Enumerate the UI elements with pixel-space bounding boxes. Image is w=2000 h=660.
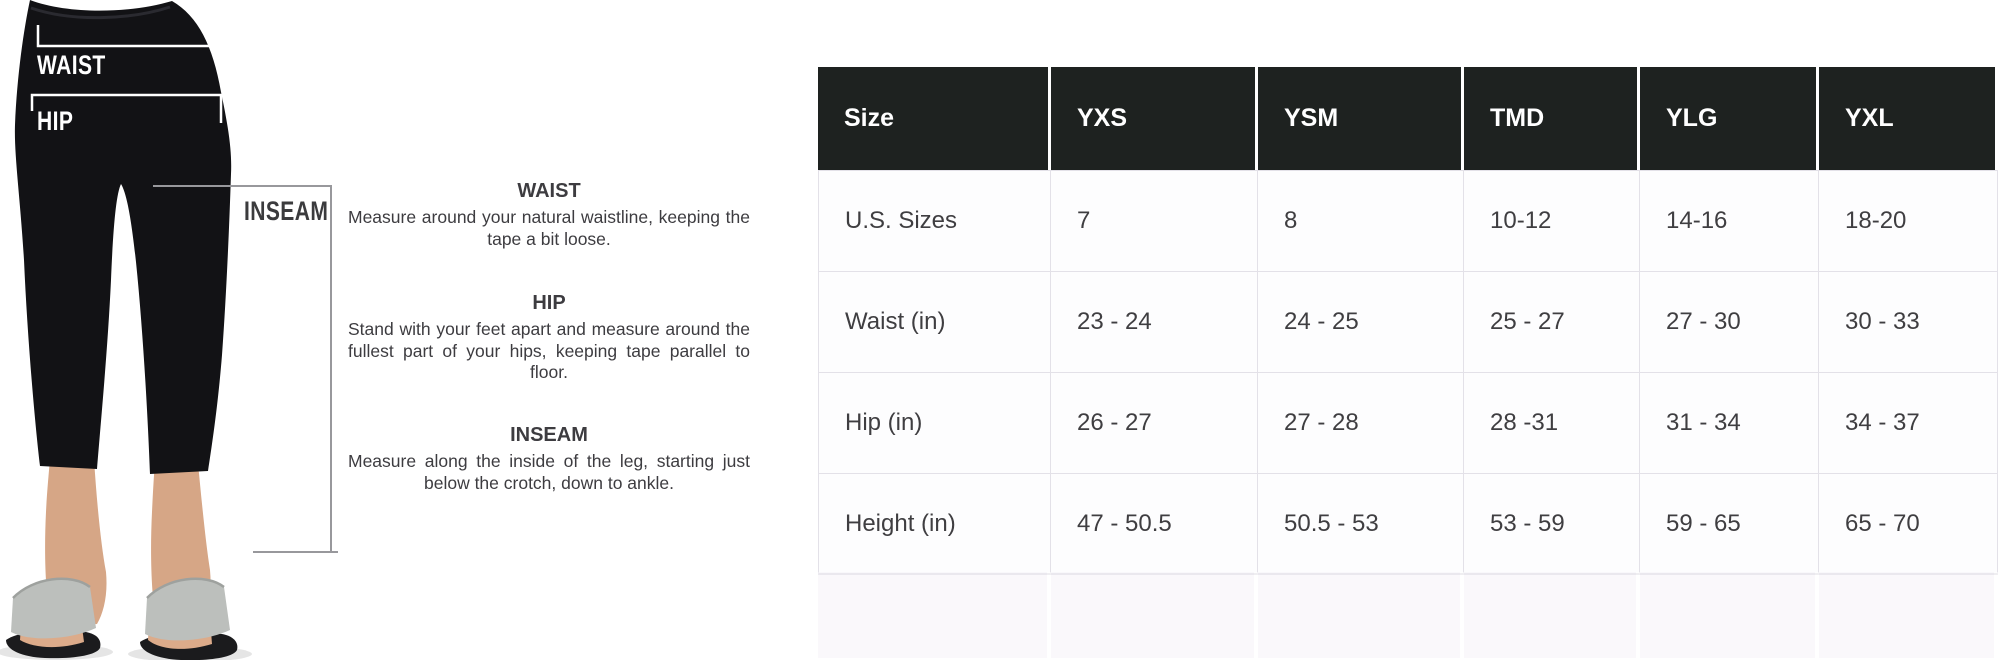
table-row-waist: Waist (in) 23 - 24 24 - 25 25 - 27 27 - … — [818, 272, 1998, 373]
column-header-ysm: YSM — [1258, 67, 1464, 170]
row-label-cell: Hip (in) — [818, 373, 1051, 474]
column-header-ylg: YLG — [1640, 67, 1819, 170]
model-figure: WAIST HIP INSEAM — [0, 0, 345, 660]
measuring-instructions: WAIST Measure around your natural waistl… — [348, 0, 750, 660]
row-label-cell: U.S. Sizes — [818, 171, 1051, 272]
table-cell: 59 - 65 — [1640, 474, 1819, 575]
instruction-heading: WAIST — [517, 180, 581, 202]
table-row-height: Height (in) 47 - 50.5 50.5 - 53 53 - 59 … — [818, 474, 1998, 575]
waistband-fold — [30, 5, 171, 20]
table-row-us-sizes: U.S. Sizes 7 8 10-12 14-16 18-20 — [818, 171, 1998, 272]
table-cell: 65 - 70 — [1819, 474, 1998, 575]
left-slide-strap — [11, 578, 96, 639]
column-header-yxl: YXL — [1819, 67, 1998, 170]
table-cell: 25 - 27 — [1464, 272, 1640, 373]
column-header-tmd: TMD — [1464, 67, 1640, 170]
size-chart-table: Size YXS YSM TMD YLG YXL U.S. Sizes 7 8 … — [818, 67, 1998, 575]
right-slide-strap — [145, 578, 230, 641]
table-column-shadows — [818, 572, 1998, 658]
table-cell: 8 — [1258, 171, 1464, 272]
figure-inseam-label: INSEAM — [244, 196, 329, 226]
row-label-cell: Waist (in) — [818, 272, 1051, 373]
table-cell: 26 - 27 — [1051, 373, 1258, 474]
table-cell: 7 — [1051, 171, 1258, 272]
column-header-yxs: YXS — [1051, 67, 1258, 170]
column-header-size: Size — [818, 67, 1051, 170]
leggings-silhouette — [14, 0, 232, 474]
waist-instruction: WAIST Measure around your natural waistl… — [348, 180, 750, 250]
size-chart-header-row: Size YXS YSM TMD YLG YXL — [818, 67, 1998, 170]
figure-waist-label: WAIST — [37, 50, 106, 80]
hip-bracket-line — [30, 93, 223, 123]
table-cell: 50.5 - 53 — [1258, 474, 1464, 575]
table-cell: 28 -31 — [1464, 373, 1640, 474]
row-label-cell: Height (in) — [818, 474, 1051, 575]
hip-instruction: HIP Stand with your feet apart and measu… — [348, 292, 750, 384]
size-chart-body: U.S. Sizes 7 8 10-12 14-16 18-20 Waist (… — [818, 170, 1998, 575]
table-cell: 27 - 30 — [1640, 272, 1819, 373]
inseam-line — [153, 185, 332, 552]
instruction-body: Stand with your feet apart and measure a… — [348, 319, 750, 382]
table-cell: 27 - 28 — [1258, 373, 1464, 474]
table-cell: 34 - 37 — [1819, 373, 1998, 474]
instruction-heading: INSEAM — [510, 424, 588, 446]
table-cell: 31 - 34 — [1640, 373, 1819, 474]
table-cell: 18-20 — [1819, 171, 1998, 272]
waist-bracket-line — [36, 25, 216, 48]
table-cell: 24 - 25 — [1258, 272, 1464, 373]
table-cell: 47 - 50.5 — [1051, 474, 1258, 575]
table-cell: 23 - 24 — [1051, 272, 1258, 373]
table-row-hip: Hip (in) 26 - 27 27 - 28 28 -31 31 - 34 … — [818, 373, 1998, 474]
left-strap-edge — [12, 577, 91, 599]
instruction-body: Measure around your natural waistline, k… — [348, 207, 750, 249]
instruction-heading: HIP — [532, 292, 566, 314]
model-photo-illustration — [0, 0, 338, 660]
table-cell: 30 - 33 — [1819, 272, 1998, 373]
table-cell: 14-16 — [1640, 171, 1819, 272]
right-strap-edge — [146, 577, 225, 599]
instruction-body: Measure along the inside of the leg, sta… — [348, 451, 750, 493]
inseam-instruction: INSEAM Measure along the inside of the l… — [348, 424, 750, 494]
table-cell: 10-12 — [1464, 171, 1640, 272]
figure-hip-label: HIP — [37, 106, 74, 136]
table-cell: 53 - 59 — [1464, 474, 1640, 575]
